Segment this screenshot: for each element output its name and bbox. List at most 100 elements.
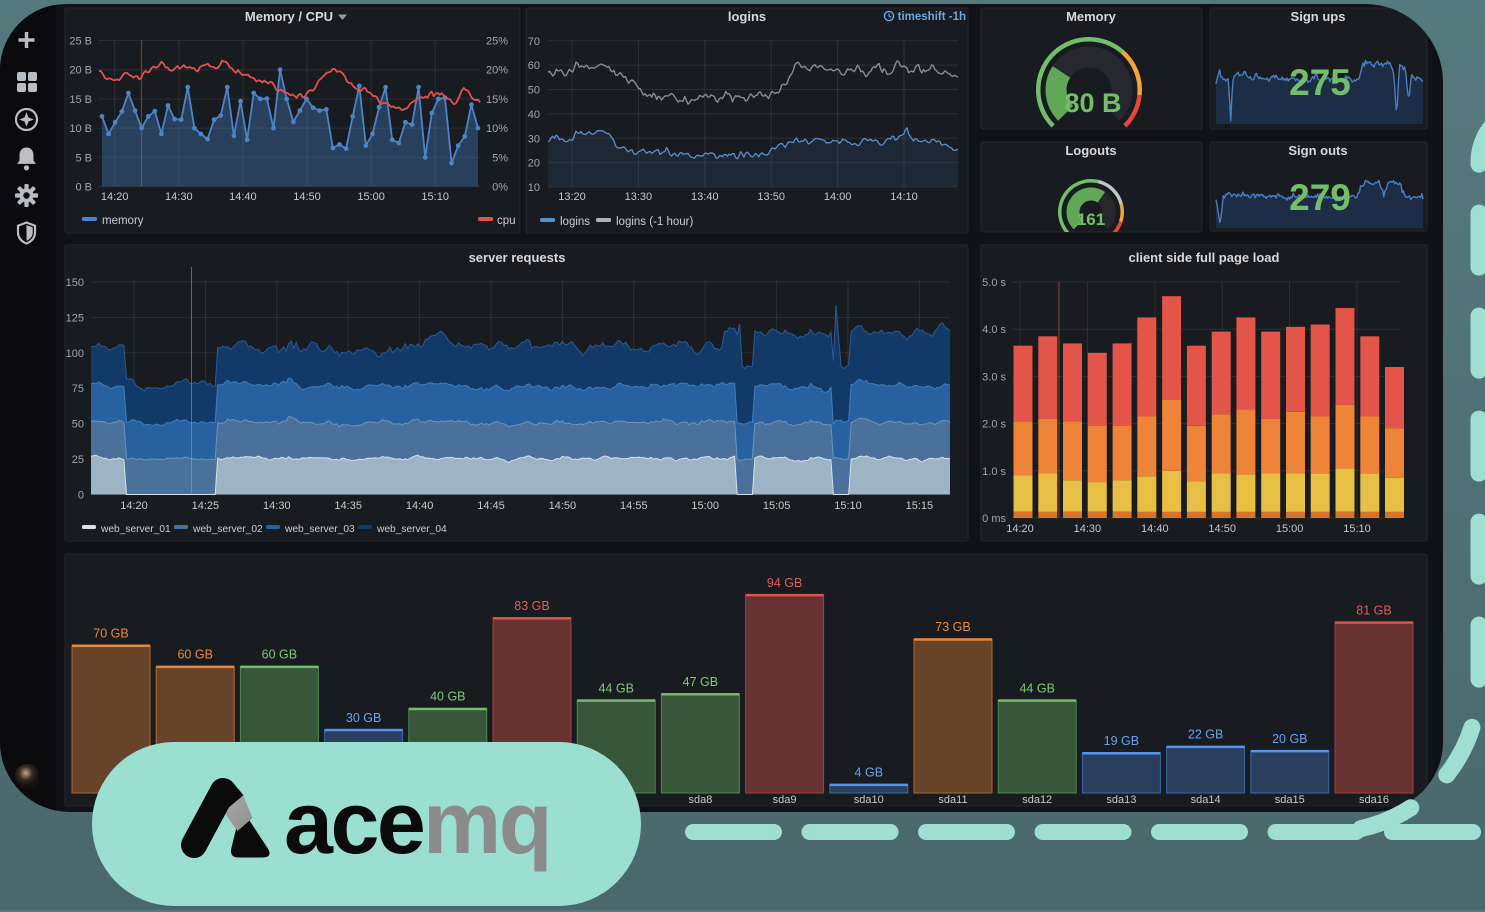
svg-text:memory: memory (102, 215, 144, 227)
svg-text:14:00: 14:00 (824, 191, 852, 203)
svg-text:81 GB: 81 GB (1356, 603, 1391, 617)
svg-text:60: 60 (528, 60, 540, 72)
svg-text:20 GB: 20 GB (1272, 732, 1307, 746)
svg-text:40 GB: 40 GB (430, 690, 465, 704)
svg-text:sda16: sda16 (1359, 794, 1389, 806)
svg-text:275: 275 (1289, 62, 1351, 103)
svg-text:sda9: sda9 (773, 794, 797, 806)
svg-text:94 GB: 94 GB (767, 576, 802, 590)
svg-text:14:50: 14:50 (1208, 523, 1236, 535)
svg-text:13:40: 13:40 (691, 191, 719, 203)
svg-text:5%: 5% (492, 152, 508, 164)
svg-text:75: 75 (72, 383, 84, 395)
svg-text:ace: ace (284, 773, 423, 872)
svg-text:30 GB: 30 GB (346, 711, 381, 725)
svg-text:14:40: 14:40 (229, 191, 257, 203)
svg-text:10%: 10% (486, 123, 508, 135)
svg-text:80 B: 80 B (1064, 88, 1121, 118)
svg-text:14:55: 14:55 (620, 500, 648, 512)
svg-text:73 GB: 73 GB (935, 620, 970, 634)
svg-text:50: 50 (528, 85, 540, 97)
svg-text:client side full page load: client side full page load (1129, 250, 1280, 265)
svg-text:161: 161 (1077, 210, 1105, 229)
svg-text:19 GB: 19 GB (1104, 734, 1139, 748)
svg-text:125: 125 (66, 312, 84, 324)
svg-text:15:10: 15:10 (834, 500, 862, 512)
svg-text:14:50: 14:50 (293, 191, 321, 203)
svg-text:0 B: 0 B (75, 182, 92, 194)
svg-text:20%: 20% (486, 65, 508, 77)
svg-text:44 GB: 44 GB (598, 681, 633, 695)
svg-text:2.0 s: 2.0 s (982, 419, 1006, 431)
svg-text:15:00: 15:00 (691, 500, 719, 512)
svg-text:sda12: sda12 (1022, 794, 1052, 806)
svg-text:logins (-1 hour): logins (-1 hour) (616, 216, 694, 228)
svg-text:150: 150 (66, 277, 84, 289)
svg-text:70 GB: 70 GB (93, 627, 128, 641)
svg-text:15:10: 15:10 (1343, 523, 1371, 535)
svg-text:15:00: 15:00 (357, 191, 385, 203)
svg-text:14:30: 14:30 (263, 500, 291, 512)
svg-text:30: 30 (528, 133, 540, 145)
svg-text:web_server_03: web_server_03 (284, 524, 355, 535)
svg-text:15 B: 15 B (69, 94, 92, 106)
svg-text:100: 100 (66, 348, 84, 360)
svg-text:15:10: 15:10 (421, 191, 449, 203)
svg-text:4.0 s: 4.0 s (982, 324, 1006, 336)
svg-text:279: 279 (1289, 177, 1351, 218)
svg-text:Sign ups: Sign ups (1291, 9, 1346, 24)
svg-text:15:05: 15:05 (763, 500, 791, 512)
svg-text:14:25: 14:25 (192, 500, 220, 512)
svg-text:14:35: 14:35 (334, 500, 362, 512)
svg-text:server requests: server requests (469, 250, 566, 265)
svg-text:14:20: 14:20 (101, 191, 129, 203)
svg-text:14:20: 14:20 (120, 500, 148, 512)
svg-text:logins: logins (728, 9, 766, 24)
svg-text:14:20: 14:20 (1006, 523, 1034, 535)
svg-text:14:40: 14:40 (1141, 523, 1169, 535)
svg-text:25 B: 25 B (69, 36, 92, 48)
svg-text:13:50: 13:50 (757, 191, 785, 203)
svg-text:15:15: 15:15 (906, 500, 934, 512)
svg-text:14:10: 14:10 (890, 191, 918, 203)
svg-text:Memory / CPU: Memory / CPU (245, 9, 333, 24)
svg-text:15:00: 15:00 (1276, 523, 1304, 535)
svg-text:sda13: sda13 (1106, 794, 1136, 806)
svg-text:40: 40 (528, 109, 540, 121)
svg-text:22 GB: 22 GB (1188, 728, 1223, 742)
svg-text:0 ms: 0 ms (982, 513, 1006, 525)
svg-text:5.0 s: 5.0 s (982, 277, 1006, 289)
svg-text:mq: mq (423, 773, 550, 872)
svg-text:15%: 15% (486, 94, 508, 106)
svg-text:70: 70 (528, 36, 540, 48)
svg-text:25: 25 (72, 454, 84, 466)
svg-text:sda14: sda14 (1191, 794, 1221, 806)
svg-text:14:40: 14:40 (406, 500, 434, 512)
svg-text:60 GB: 60 GB (262, 648, 297, 662)
svg-text:60 GB: 60 GB (177, 648, 212, 662)
svg-text:10: 10 (528, 182, 540, 194)
svg-text:13:30: 13:30 (625, 191, 653, 203)
svg-text:web_server_01: web_server_01 (100, 524, 171, 535)
svg-text:Sign outs: Sign outs (1288, 143, 1347, 158)
svg-text:web_server_02: web_server_02 (192, 524, 263, 535)
svg-text:14:45: 14:45 (477, 500, 505, 512)
svg-text:20 B: 20 B (69, 65, 92, 77)
svg-text:sda15: sda15 (1275, 794, 1305, 806)
svg-text:4 GB: 4 GB (855, 766, 884, 780)
svg-text:10 B: 10 B (69, 123, 92, 135)
svg-text:47 GB: 47 GB (683, 675, 718, 689)
svg-text:web_server_04: web_server_04 (376, 524, 447, 535)
svg-text:14:50: 14:50 (549, 500, 577, 512)
svg-text:44 GB: 44 GB (1019, 681, 1054, 695)
svg-text:25%: 25% (486, 36, 508, 48)
svg-text:Memory: Memory (1066, 9, 1117, 24)
svg-text:83 GB: 83 GB (514, 599, 549, 613)
svg-text:0: 0 (78, 490, 84, 502)
svg-text:5 B: 5 B (75, 152, 92, 164)
svg-text:0%: 0% (492, 182, 508, 194)
svg-text:14:30: 14:30 (1074, 523, 1102, 535)
svg-text:3.0 s: 3.0 s (982, 371, 1006, 383)
svg-text:sda11: sda11 (938, 794, 967, 806)
svg-text:Logouts: Logouts (1065, 143, 1116, 158)
